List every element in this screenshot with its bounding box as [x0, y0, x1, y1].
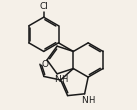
Text: N: N	[54, 75, 60, 84]
Text: N: N	[81, 96, 88, 104]
Text: H: H	[61, 75, 67, 84]
Text: Cl: Cl	[39, 2, 48, 11]
Text: H: H	[88, 96, 95, 104]
Text: O: O	[42, 60, 49, 69]
